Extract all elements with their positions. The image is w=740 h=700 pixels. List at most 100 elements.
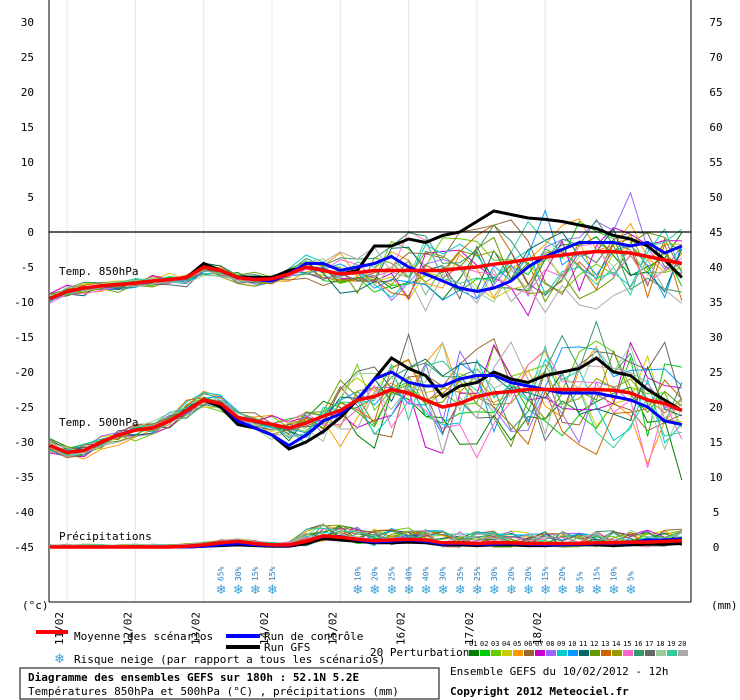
mean-line-t500 xyxy=(49,387,683,455)
perturbation-key-swatch xyxy=(557,650,567,656)
y-tick-label: -15 xyxy=(14,331,34,344)
copyright: Copyright 2012 Meteociel.fr xyxy=(450,685,629,698)
y-right-tick-label: 5 xyxy=(713,506,720,519)
snow-risk-label: 20% xyxy=(558,566,567,581)
perturbation-key-label: 07 xyxy=(535,640,543,648)
legend-mean: Moyenne des scénarios xyxy=(74,630,213,643)
y-right-tick-label: 70 xyxy=(709,51,722,64)
y-tick-label: -5 xyxy=(21,261,34,274)
snow-risk-label: 10% xyxy=(609,566,618,581)
legend-gfs: Run GFS xyxy=(264,641,310,654)
perturbation-key-label: 13 xyxy=(601,640,609,648)
snow-risk-label: 10% xyxy=(353,566,362,581)
snow-risk-label: 15% xyxy=(251,566,260,581)
x-tick-label: 11/02 xyxy=(53,612,66,645)
y-right-tick-label: 75 xyxy=(709,16,722,29)
chart-subtitle: Températures 850hPa et 500hPa (°C) , pré… xyxy=(28,685,399,698)
x-tick-label: 15/02 xyxy=(326,612,339,645)
perturbation-key-label: 16 xyxy=(634,640,642,648)
snow-risk-label: 40% xyxy=(422,566,431,581)
perturbation-line-t850 xyxy=(49,224,683,301)
y-right-tick-label: 65 xyxy=(709,86,722,99)
perturbation-key-swatch xyxy=(579,650,589,656)
perturbation-key-swatch xyxy=(601,650,611,656)
snow-risk-label: 15% xyxy=(268,566,277,581)
snowflake-icon: ❄ xyxy=(489,583,500,598)
snow-risk-label: 30% xyxy=(234,566,243,581)
perturbation-line-t500 xyxy=(49,356,682,451)
snow-risk-label: 25% xyxy=(387,566,396,581)
run-info: Ensemble GEFS du 10/02/2012 - 12h xyxy=(450,665,669,678)
perturbation-key-label: 20 xyxy=(678,640,686,648)
perturbation-key-swatch xyxy=(568,650,578,656)
snowflake-icon: ❄ xyxy=(540,583,551,598)
perturbation-key-label: 10 xyxy=(568,640,576,648)
y-right-tick-label: 50 xyxy=(709,191,722,204)
y-tick-label: 20 xyxy=(21,86,34,99)
panel-label-t500: Temp. 500hPa xyxy=(59,416,138,429)
perturbation-key-label: 03 xyxy=(491,640,499,648)
snowflake-icon: ❄ xyxy=(421,583,432,598)
y-right-tick-label: 60 xyxy=(709,121,722,134)
y-tick-label: -40 xyxy=(14,506,34,519)
snowflake-icon: ❄ xyxy=(233,583,244,598)
snowflake-icon: ❄ xyxy=(250,583,261,598)
snowflake-icon: ❄ xyxy=(438,583,449,598)
y-right-tick-label: 35 xyxy=(709,296,722,309)
legend-control: Run de contrôle xyxy=(264,630,363,643)
perturbation-color-key: 01 02 03 04 05 06 07 08 09 10 11 12 13 14 15 16 17 18 19 20 xyxy=(469,640,688,656)
perturbation-key-swatch xyxy=(491,650,501,656)
perturbation-key-swatch xyxy=(480,650,490,656)
legend-snow: Risque neige (par rapport a tous les scé… xyxy=(74,653,385,666)
panel-label-t850: Temp. 850hPa xyxy=(59,265,138,278)
perturbation-key-swatch xyxy=(502,650,512,656)
snow-risk-label: 40% xyxy=(405,566,414,581)
snowflake-icon: ❄ xyxy=(557,583,568,598)
snow-risk-label: 15% xyxy=(592,566,601,581)
y-right-tick-label: 40 xyxy=(709,261,722,274)
perturbation-key-swatch xyxy=(623,650,633,656)
perturbation-key-label: 08 xyxy=(546,640,554,648)
perturbation-line-t850 xyxy=(49,248,682,303)
snowflake-icon: ❄ xyxy=(506,583,517,598)
perturbation-key-label: 04 xyxy=(502,640,510,648)
snowflake-icon: ❄ xyxy=(267,583,278,598)
y-right-tick-label: 25 xyxy=(709,366,722,379)
perturbation-key-label: 17 xyxy=(645,640,653,648)
y-right-tick-label: 20 xyxy=(709,401,722,414)
y-tick-label: 25 xyxy=(21,51,34,64)
perturbation-key-label: 01 xyxy=(469,640,477,648)
snowflake-icon: ❄ xyxy=(523,583,534,598)
title-box xyxy=(19,667,440,700)
perturbation-key-label: 11 xyxy=(579,640,587,648)
y-tick-label: 5 xyxy=(27,191,34,204)
mean-line-t850 xyxy=(49,249,683,301)
x-tick-label: 14/02 xyxy=(258,612,271,645)
x-tick-label: 16/02 xyxy=(395,612,408,645)
y-right-unit: (mm) xyxy=(711,599,738,612)
y-right-tick-label: 45 xyxy=(709,226,722,239)
snow-risk-row: ❄ 65% ❄ 30% ❄ 15% ❄ 15% ❄ 10% ❄ 20% ❄ 25% ❄ 40% ❄ 40% ❄ 30%… xyxy=(216,566,637,598)
perturbation-key-label: 14 xyxy=(612,640,620,648)
perturbation-key-label: 19 xyxy=(667,640,675,648)
perturbation-key-label: 02 xyxy=(480,640,488,648)
mean-line-precip_mm xyxy=(50,534,682,549)
perturbation-key-swatch xyxy=(612,650,622,656)
x-tick-label: 18/02 xyxy=(531,612,544,645)
perturbation-key-label: 09 xyxy=(557,640,565,648)
y-right-tick-label: 10 xyxy=(709,471,722,484)
snowflake-icon: ❄ xyxy=(404,583,415,598)
snowflake-icon: ❄ xyxy=(352,583,363,598)
chart-title: Diagramme des ensembles GEFS sur 180h : … xyxy=(28,671,359,684)
y-right-tick-label: 15 xyxy=(709,436,722,449)
snow-risk-label: 20% xyxy=(507,566,516,581)
perturbation-line-t500 xyxy=(49,341,683,458)
perturbation-key-swatch xyxy=(590,650,600,656)
snow-risk-label: 25% xyxy=(473,566,482,581)
y-right-tick-label: 0 xyxy=(713,541,720,554)
perturbation-key-label: 15 xyxy=(623,640,631,648)
snowflake-icon: ❄ xyxy=(455,583,466,598)
snow-risk-label: 20% xyxy=(524,566,533,581)
y-tick-label: -10 xyxy=(14,296,34,309)
